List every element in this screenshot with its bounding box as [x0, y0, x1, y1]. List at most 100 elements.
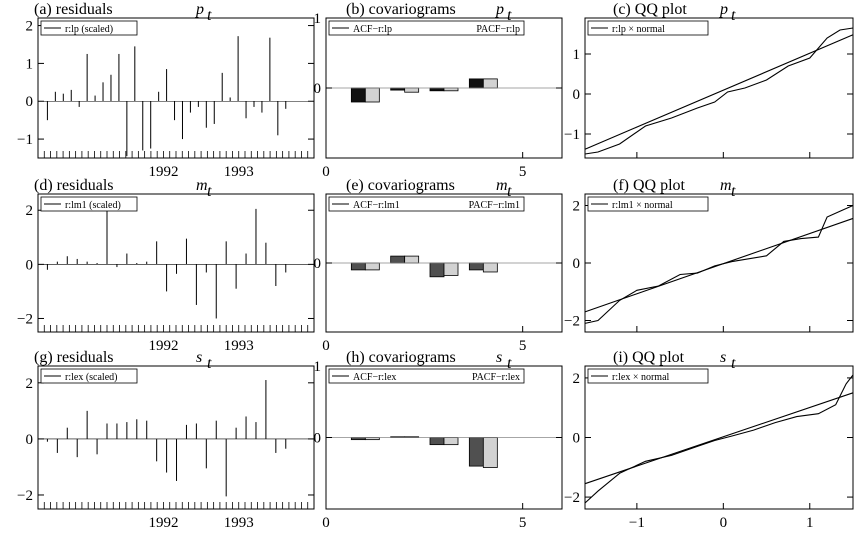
- y-tick-label: 0: [314, 431, 322, 447]
- panel-frame: [37, 17, 315, 159]
- panel-e: 0 5 0 ACF−r:lm1 PACF−r:lm1 (e) covariograms m t: [314, 177, 563, 354]
- legend-label: ACF−r:lm1: [353, 200, 400, 211]
- legend-box: [40, 368, 138, 384]
- x-tick-label: 0: [322, 515, 330, 531]
- y-tick-label: −2: [17, 311, 33, 327]
- legend-label: r:lm1 (scaled): [65, 200, 121, 211]
- qq-curve: [584, 374, 854, 504]
- panel-g: 1992 1993 −2 0 2 r:lex (scaled) (g) residuals s…: [17, 349, 315, 531]
- x-tick-label: 0: [322, 164, 330, 180]
- x-tick-label: 5: [519, 515, 527, 531]
- panel-h: 0 5 0 1 ACF−r:lex PACF−r:lex (h) covariograms s…: [314, 349, 563, 531]
- y-tick-label: 2: [573, 371, 581, 387]
- panel-title: (h) covariograms: [346, 349, 456, 366]
- title-symbol: m: [196, 177, 208, 194]
- title-subscript: t: [731, 355, 736, 372]
- qq-curve: [584, 204, 854, 324]
- legend-label: PACF−r:lex: [472, 372, 520, 383]
- covariogram-bar: [429, 262, 445, 278]
- title-symbol: p: [719, 1, 728, 18]
- panel-frame: [584, 365, 854, 510]
- x-tick-label: 1992: [148, 515, 178, 531]
- legend-box: [328, 20, 525, 36]
- covariogram-bar: [429, 87, 445, 92]
- covariogram-bar: [404, 87, 420, 93]
- title-subscript: t: [507, 183, 512, 200]
- y-tick-label: 0: [26, 94, 34, 110]
- panel-frame: [37, 365, 315, 510]
- x-tick-label: 1993: [224, 338, 254, 354]
- covariogram-bar: [468, 437, 484, 467]
- title-subscript: t: [507, 7, 512, 24]
- legend-label: r:lm1 × normal: [612, 200, 673, 211]
- x-tick-label: 1992: [148, 338, 178, 354]
- panel-title: (a) residuals: [34, 1, 113, 18]
- y-tick-label: 2: [26, 19, 34, 35]
- y-tick-label: 2: [573, 199, 581, 215]
- panel-frame: [584, 17, 854, 159]
- title-symbol: s: [196, 349, 202, 366]
- y-tick-label: −2: [564, 490, 580, 506]
- covariogram-bar: [443, 87, 459, 92]
- panel-c: −1 0 1 r:lp × normal (c) QQ plot p t: [564, 1, 854, 159]
- title-symbol: m: [496, 177, 508, 194]
- y-tick-label: 2: [26, 376, 34, 392]
- legend-box: [587, 368, 709, 384]
- y-tick-label: 2: [26, 203, 34, 219]
- x-tick-label: 1993: [224, 164, 254, 180]
- y-tick-label: 0: [573, 256, 581, 272]
- covariogram-bar: [350, 262, 366, 271]
- legend-box: [40, 196, 138, 212]
- y-tick-label: 0: [26, 257, 34, 273]
- title-subscript: t: [207, 183, 212, 200]
- x-tick-label: −1: [629, 515, 645, 531]
- title-subscript: t: [207, 355, 212, 372]
- panel-b: 0 5 0 1 ACF−r:lp PACF−r:lp (b) covariograms p t: [314, 1, 563, 180]
- x-tick-label: 1: [806, 515, 814, 531]
- covariogram-bar: [404, 255, 420, 264]
- covariogram-bar: [350, 87, 366, 103]
- panel-d: 1992 1993 −2 0 2 r:lm1 (scaled) (d) residuals m…: [17, 177, 315, 354]
- title-symbol: s: [496, 349, 502, 366]
- y-tick-label: 0: [26, 432, 34, 448]
- legend-label: PACF−r:lp: [476, 24, 520, 35]
- covariogram-bar: [482, 78, 498, 89]
- y-tick-label: 1: [573, 47, 581, 63]
- legend-box: [587, 20, 709, 36]
- legend-box: [328, 196, 525, 212]
- legend-box: [587, 196, 709, 212]
- x-tick-label: 0: [720, 515, 728, 531]
- covariogram-bar: [429, 437, 445, 446]
- legend-box: [40, 20, 138, 36]
- covariogram-bar: [443, 262, 459, 276]
- covariogram-bar: [468, 262, 484, 271]
- panel-title: (i) QQ plot: [613, 349, 685, 366]
- panel-title: (c) QQ plot: [613, 1, 687, 18]
- legend-label: r:lex (scaled): [65, 372, 117, 383]
- x-tick-label: 1992: [148, 164, 178, 180]
- panel-frame: [37, 193, 315, 333]
- title-symbol: m: [720, 177, 732, 194]
- legend-label: r:lex × normal: [612, 372, 670, 383]
- legend-label: ACF−r:lex: [353, 372, 396, 383]
- y-tick-label: 1: [26, 56, 34, 72]
- qq-reference-line: [584, 34, 854, 150]
- panel-frame: [584, 193, 854, 333]
- covariogram-bar: [364, 262, 380, 271]
- legend-label: ACF−r:lp: [353, 24, 392, 35]
- y-tick-label: 0: [573, 431, 581, 447]
- y-tick-label: 1: [314, 11, 322, 27]
- panel-f: −2 0 2 r:lm1 × normal (f) QQ plot m t: [564, 177, 854, 333]
- y-tick-label: −2: [17, 488, 33, 504]
- y-tick-label: −1: [17, 132, 33, 148]
- legend-label: r:lp × normal: [612, 24, 665, 35]
- covariogram-bar: [468, 78, 484, 89]
- covariogram-bar: [390, 255, 406, 264]
- covariogram-bar: [482, 437, 498, 468]
- panel-title: (g) residuals: [34, 349, 114, 366]
- y-tick-label: 0: [314, 81, 322, 97]
- qq-curve: [584, 27, 854, 155]
- legend-label: PACF−r:lm1: [469, 200, 520, 211]
- y-tick-label: −2: [564, 314, 580, 330]
